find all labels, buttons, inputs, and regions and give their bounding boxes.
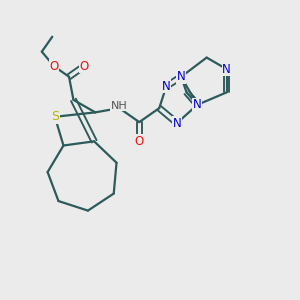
Text: O: O bbox=[79, 60, 88, 73]
Text: N: N bbox=[162, 80, 171, 93]
Text: N: N bbox=[172, 116, 182, 130]
Text: N: N bbox=[177, 70, 186, 83]
Text: N: N bbox=[222, 63, 231, 76]
Text: S: S bbox=[51, 110, 59, 123]
Text: O: O bbox=[50, 60, 59, 73]
Text: O: O bbox=[135, 135, 144, 148]
Text: N: N bbox=[193, 98, 202, 111]
Text: NH: NH bbox=[111, 101, 128, 111]
